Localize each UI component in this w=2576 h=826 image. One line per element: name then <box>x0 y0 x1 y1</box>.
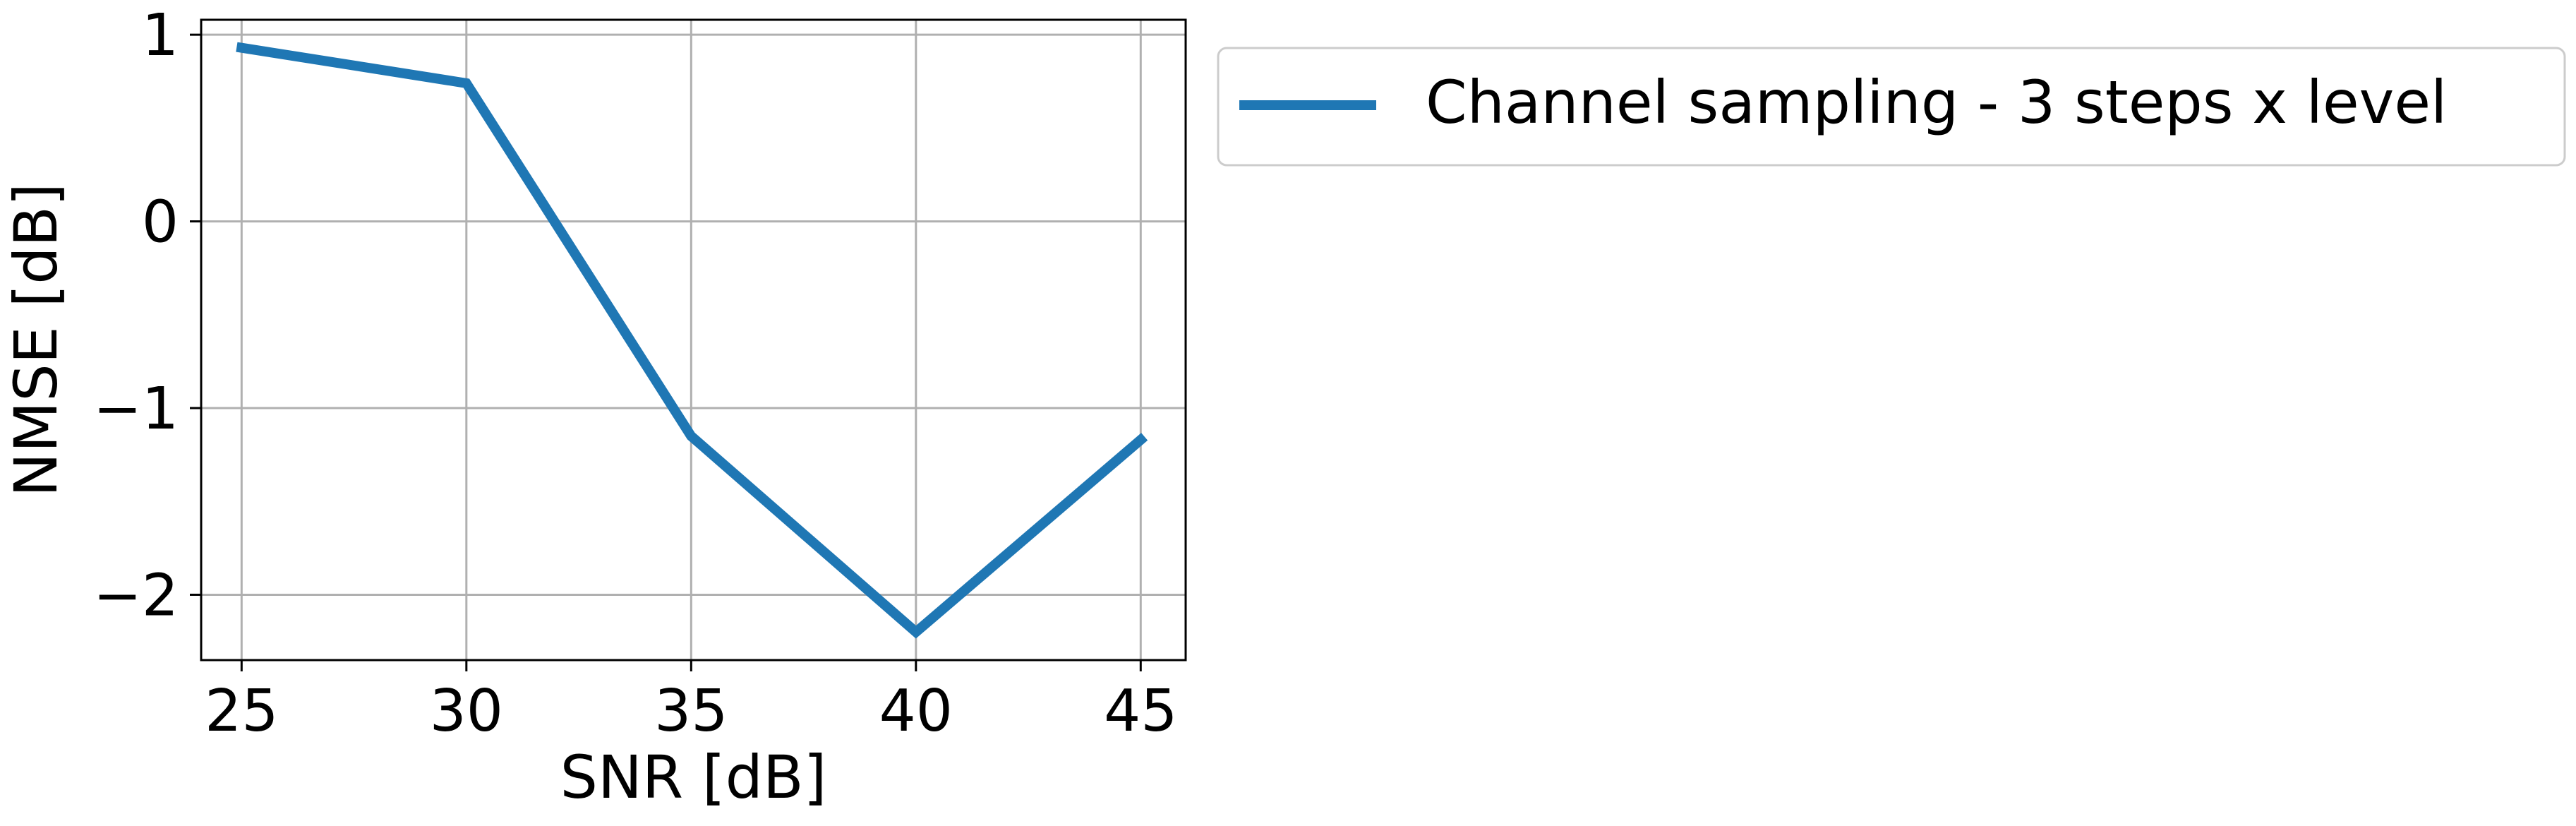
plot-frame <box>200 18 1187 662</box>
series-layer <box>236 42 1148 639</box>
y-tick-label: −2 <box>93 562 179 629</box>
legend: Channel sampling - 3 steps x level <box>1217 47 2566 167</box>
x-tick-label: 30 <box>430 678 503 745</box>
x-tick-label: 40 <box>879 678 953 745</box>
y-tick-label: 0 <box>142 189 179 256</box>
x-axis-label: SNR [dB] <box>560 743 827 812</box>
x-tick-label: 45 <box>1104 678 1177 745</box>
series-line <box>236 42 1148 639</box>
x-tick-label: 25 <box>205 678 278 745</box>
ticks: 25 30 35 40 45 −2 −1 0 1 <box>93 2 1177 745</box>
x-tick-label: 35 <box>654 678 728 745</box>
y-tick-label: 1 <box>142 2 179 69</box>
grid <box>201 20 1186 660</box>
y-axis-label: NMSE [dB] <box>1 183 71 497</box>
legend-box <box>1217 47 2566 167</box>
y-tick-label: −1 <box>93 376 179 443</box>
legend-entry-label: Channel sampling - 3 steps x level <box>1426 68 2447 137</box>
